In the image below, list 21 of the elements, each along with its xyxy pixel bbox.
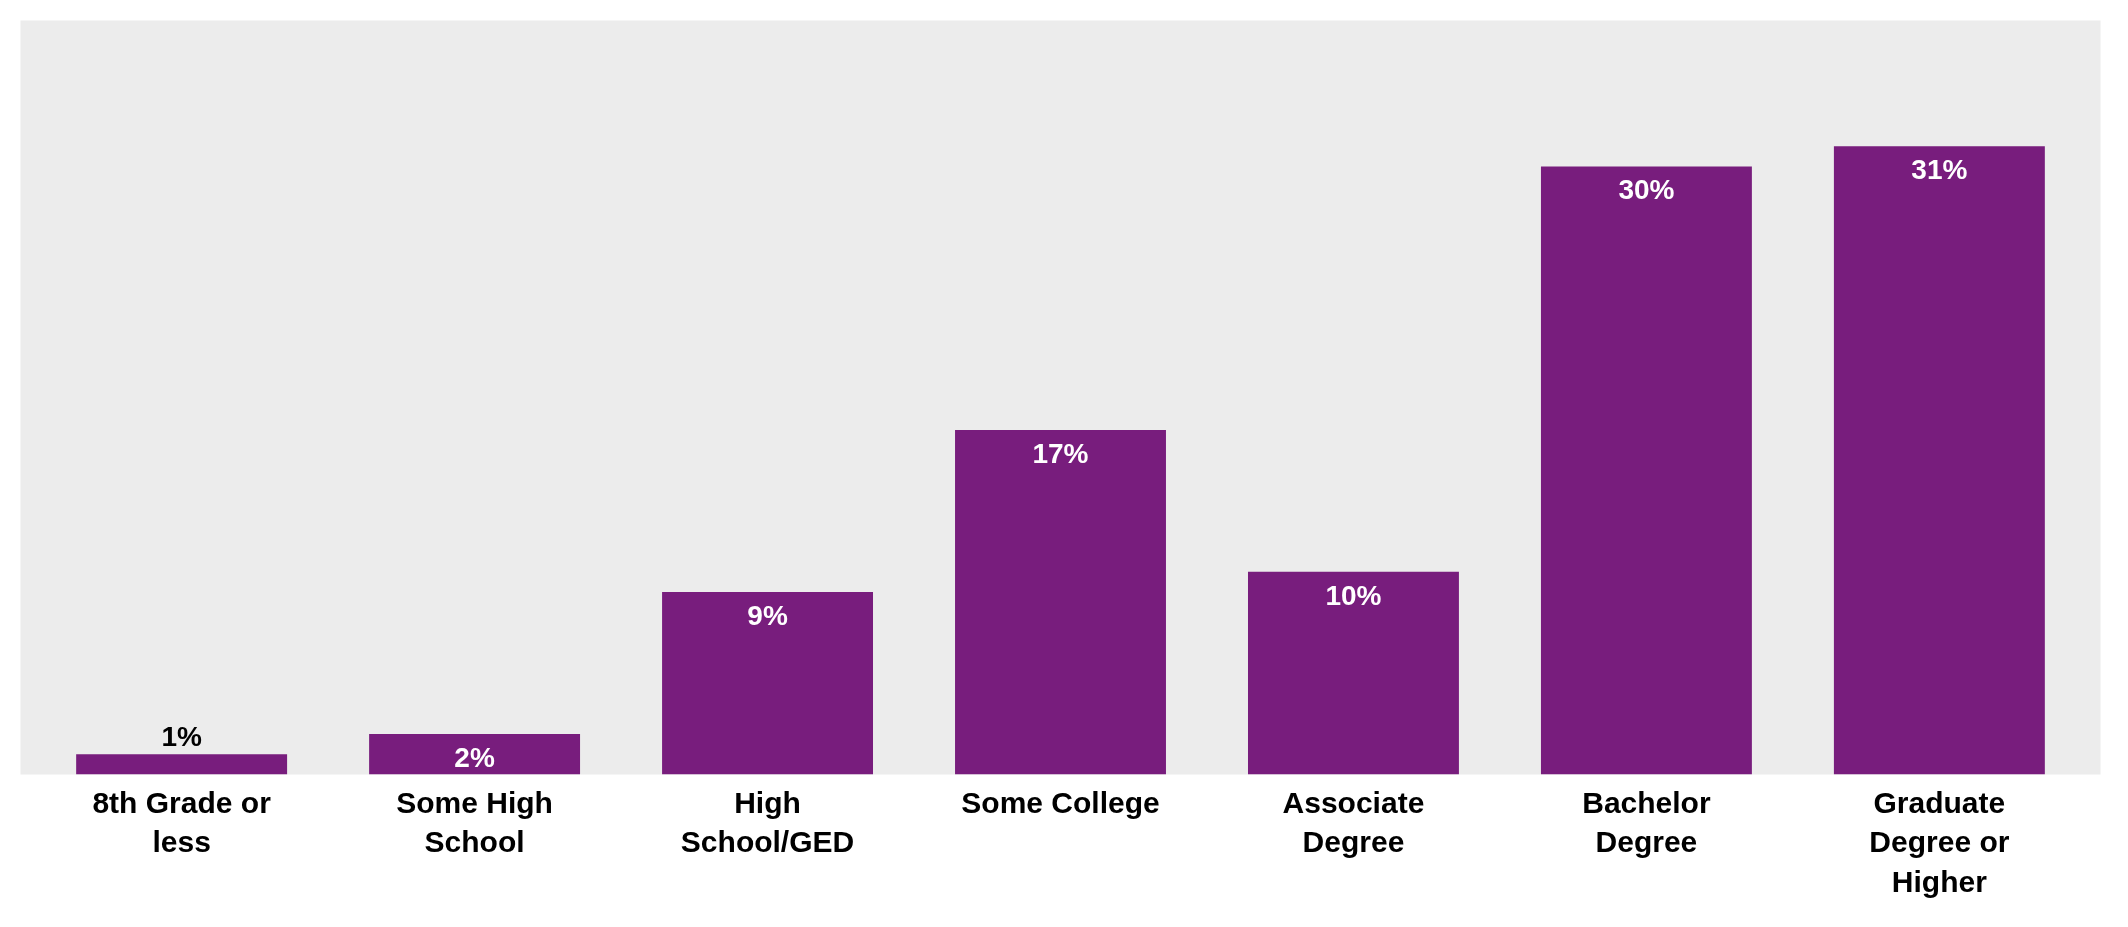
bar (662, 592, 874, 775)
data-label: 17% (1032, 437, 1089, 469)
bar (955, 429, 1166, 775)
x-tick-label: Bachelor Degree (1582, 785, 1711, 859)
data-label: 10% (1325, 579, 1382, 611)
x-tick-label: Graduate Degree or Higher (1869, 785, 2010, 898)
data-label: 30% (1618, 174, 1675, 206)
data-label: 9% (747, 600, 788, 632)
x-tick-label: 8th Grade or less (92, 785, 272, 859)
bar (369, 733, 581, 775)
x-tick-label: Some College (961, 785, 1160, 819)
data-label: 2% (454, 741, 495, 773)
bar (1247, 571, 1459, 775)
x-tick-label: Associate Degree (1282, 785, 1425, 859)
data-label: 1% (161, 721, 202, 753)
data-label: 31% (1911, 154, 1968, 186)
bar (1833, 146, 2045, 775)
x-tick-label: Some High School (396, 785, 553, 859)
x-tick-label: High School/GED (680, 785, 855, 859)
bar (1540, 166, 1752, 775)
bar (76, 754, 288, 775)
